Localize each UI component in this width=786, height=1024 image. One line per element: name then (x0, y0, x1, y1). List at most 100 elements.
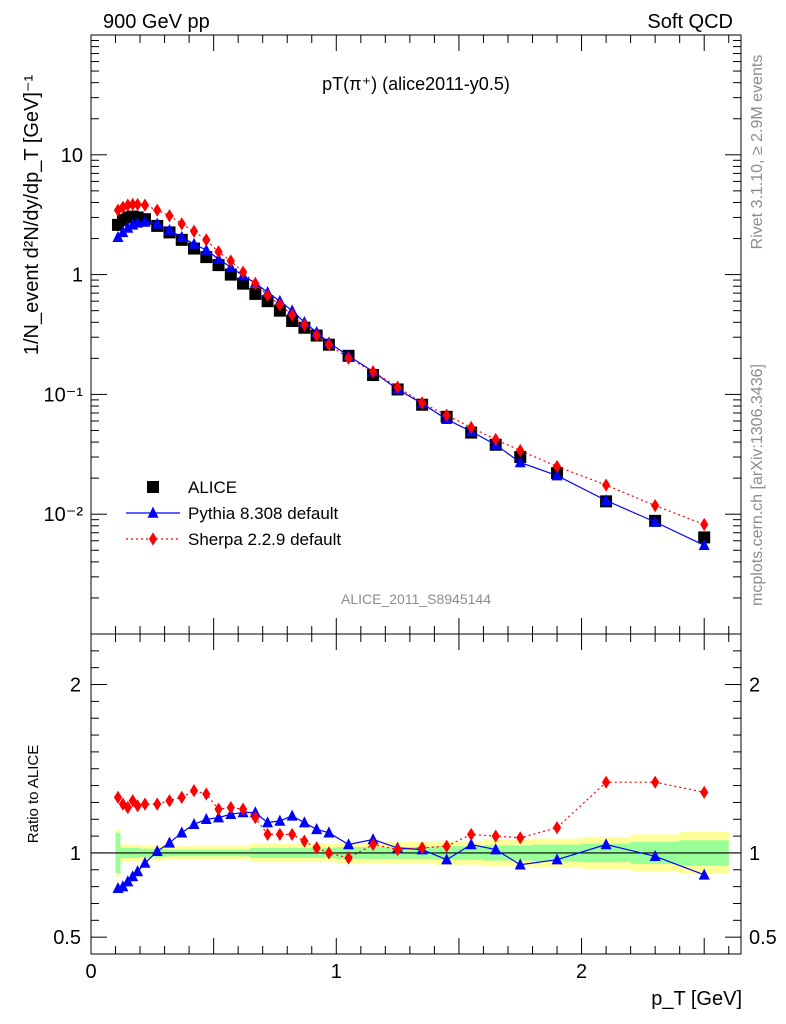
sherpa-2-2-9-default-point (288, 308, 297, 322)
sherpa-2-2-9-default-point (123, 198, 132, 212)
sherpa-2-2-9-default-point (140, 198, 150, 212)
sherpa-2-2-9-default-ratio-point (238, 802, 248, 816)
sherpa-2-2-9-default-ratio-point (202, 787, 211, 801)
sherpa-2-2-9-default-point (467, 420, 476, 435)
sherpa-2-2-9-default-point (516, 443, 525, 458)
sherpa-2-2-9-default-ratio-point (140, 797, 150, 811)
sherpa-2-2-9-default-ratio-point (300, 834, 309, 848)
sherpa-2-2-9-default-ratio-point (491, 829, 500, 843)
sherpa-2-2-9-default-ratio-point (312, 841, 321, 855)
legend-marker-alice (147, 481, 159, 493)
legend-label-pythia-8-308-default: Pythia 8.308 default (188, 504, 339, 523)
sherpa-2-2-9-default-point (324, 338, 334, 352)
ratio-frame (90, 633, 742, 955)
pythia-8-308-default-point (600, 494, 612, 506)
pythia-8-308-default-ratio-point (698, 868, 710, 880)
sherpa-2-2-9-default-point (300, 318, 309, 332)
sherpa-2-2-9-default-point (552, 459, 562, 474)
sherpa-2-2-9-default-point (491, 432, 500, 447)
sherpa-2-2-9-default-ratio-point (165, 794, 174, 808)
legend-marker-pythia-8-308-default (147, 506, 159, 518)
sherpa-2-2-9-default-ratio-point (467, 827, 476, 842)
mcplots-credit-label: mcplots.cern.ch [arXiv:1306.3436] (749, 364, 766, 606)
pythia-8-308-default-ratio-point (323, 826, 335, 838)
ratio-y-tick-label: 1 (70, 843, 81, 865)
pythia-8-308-default-ratio-point (213, 811, 225, 823)
legend-label-sherpa-2-2-9-default: Sherpa 2.2.9 default (188, 530, 341, 549)
pythia-8-308-default-ratio-point (551, 853, 563, 865)
legend: ALICE Pythia 8.308 default Sherpa 2.2.9 de… (126, 478, 341, 549)
sherpa-2-2-9-default-ratio-point (133, 799, 142, 813)
pythia-8-308-default-ratio-point (465, 838, 477, 850)
analysis-id-label: ALICE_2011_S8945144 (341, 591, 491, 607)
sherpa-2-2-9-default-ratio-point (516, 831, 525, 845)
sherpa-2-2-9-default-point (601, 478, 611, 492)
sherpa-2-2-9-default-ratio-point (393, 842, 402, 857)
sherpa-2-2-9-default-ratio-point (651, 775, 660, 789)
pythia-8-308-default-ratio-point (286, 809, 298, 821)
ratio-panel: 0.5 0.5 1 1 2 2 0 1 2 Ratio to ALICE p_T [GeV] (25, 633, 777, 1010)
pythia-8-308-default-ratio-point (311, 823, 323, 835)
sherpa-2-2-9-default-ratio-point (601, 775, 611, 789)
sherpa-2-2-9-default-point (226, 254, 235, 268)
pythia-8-308-default-ratio-point (163, 836, 175, 848)
sherpa-2-2-9-default-point (153, 203, 162, 217)
sherpa-2-2-9-default-point (214, 245, 223, 259)
pythia-8-308-default-ratio-point (176, 826, 188, 838)
sherpa-2-2-9-default-point (251, 277, 260, 291)
sherpa-2-2-9-default-ratio-point (700, 785, 709, 799)
sherpa-2-2-9-default-ratio-point (251, 810, 260, 825)
sherpa-2-2-9-default-point (165, 209, 174, 223)
pythia-8-308-default-point (139, 215, 151, 227)
main-panel: 10⁻² 10⁻¹ 1 10 pT(π⁺) (alice2011-y0.5) 1/N_… (21, 34, 742, 635)
sherpa-2-2-9-default-ratio-point (153, 797, 162, 811)
x-tick-label: 0 (85, 961, 96, 983)
collision-energy-label: 900 GeV pp (103, 11, 210, 33)
sherpa-2-2-9-default-ratio-point (189, 784, 199, 798)
pythia-8-308-default-ratio-point (490, 843, 502, 855)
pythia-8-308-default-ratio-point (514, 858, 526, 870)
sherpa-2-2-9-default-ratio-point (442, 839, 451, 853)
sherpa-2-2-9-default-point (442, 408, 451, 422)
y-tick-label: 10⁻² (44, 504, 84, 526)
sherpa-2-2-9-default-ratio-point (123, 800, 132, 815)
sherpa-2-2-9-default-ratio-point (226, 800, 235, 815)
sherpa-2-2-9-default-point (202, 233, 211, 247)
pythia-8-308-default-point (698, 538, 710, 551)
sherpa-2-2-9-default-point (651, 498, 660, 513)
pythia-8-308-default-ratio-point (200, 812, 212, 825)
pythia-8-308-default-ratio-point (262, 816, 274, 828)
y-tick-label: 10⁻¹ (44, 384, 84, 406)
pythia-8-308-default-ratio-point (151, 844, 163, 857)
rivet-version-label: Rivet 3.1.10, ≥ 2.9M events (749, 55, 766, 250)
alice-point (249, 287, 262, 300)
sherpa-2-2-9-default-ratio-point (275, 827, 284, 842)
alice-point (698, 531, 711, 544)
pythia-8-308-default-point (151, 217, 163, 229)
pythia-8-308-default-ratio-point (649, 849, 661, 862)
pythia-8-308-default-ratio-point (139, 856, 151, 868)
ratio-y-tick-label-right: 1 (749, 843, 760, 865)
sherpa-2-2-9-default-point (344, 351, 353, 365)
alice-point (237, 277, 250, 290)
pythia-8-308-default-ratio-point (274, 814, 286, 826)
sherpa-2-2-9-default-ratio-point (214, 802, 223, 816)
sherpa-2-2-9-default-point (368, 364, 378, 379)
sherpa-2-2-9-default-point (238, 265, 248, 279)
y-axis-label: 1/N_event d²N/dy/dp_T [GeV]⁻¹ (21, 75, 43, 356)
sherpa-2-2-9-default-ratio-point (177, 790, 186, 804)
pythia-8-308-default-point (176, 230, 188, 242)
ratio-y-axis-label: Ratio to ALICE (25, 745, 42, 843)
sherpa-2-2-9-default-point (133, 197, 142, 212)
x-tick-label: 2 (576, 961, 587, 983)
pythia-8-308-default-point (514, 456, 526, 468)
pythia-8-308-default-ratio-point (298, 816, 310, 828)
pythia-8-308-default-ratio-point (343, 838, 355, 850)
pythia-8-308-default-point (200, 243, 212, 255)
sherpa-2-2-9-default-point (275, 298, 284, 312)
pythia-8-308-default-ratio-point (441, 853, 453, 865)
ratio-y-tick-label-right: 2 (749, 675, 760, 697)
sherpa-2-2-9-default-point (128, 197, 137, 212)
sherpa-2-2-9-default-ratio-point (324, 846, 334, 860)
